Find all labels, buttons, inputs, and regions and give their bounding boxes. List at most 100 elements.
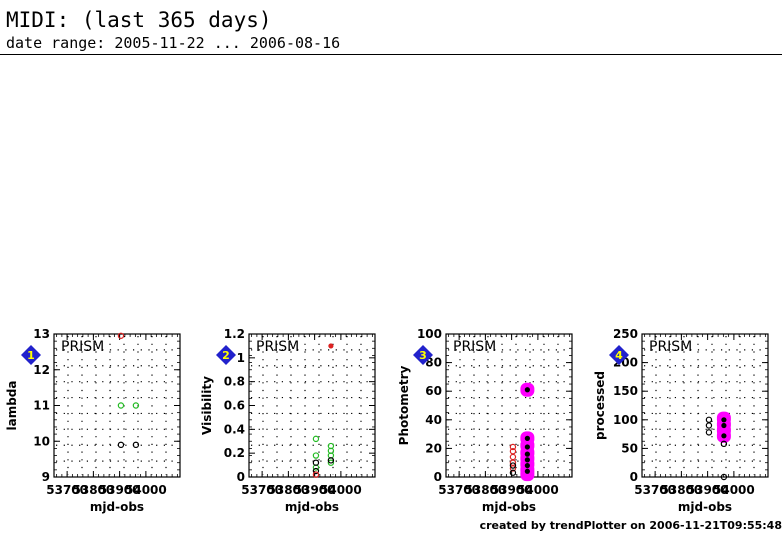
y-tick-label: 0.8 [224, 375, 245, 389]
data-point-red [312, 471, 320, 478]
y-tick-label: 60 [425, 384, 442, 398]
panel-label: PRISM [453, 339, 496, 355]
panel-index-number: 3 [419, 349, 427, 362]
panel-label: PRISM [61, 339, 104, 355]
data-point-black [721, 433, 727, 439]
x-tick-label: 54000 [713, 483, 755, 497]
data-point-black [312, 459, 320, 466]
y-tick-label: 0 [630, 470, 638, 484]
data-point-red [509, 443, 517, 451]
x-tick-label: 54000 [517, 483, 559, 497]
x-tick-label: 53800 [661, 483, 703, 497]
y-tick-label: 0.6 [224, 399, 245, 413]
y-tick-label: 40 [425, 413, 442, 427]
chart-panel-4: 05010015020025053700538005390054000mjd-o… [593, 327, 769, 514]
y-tick-label: 11 [33, 399, 50, 413]
header-divider [0, 54, 782, 55]
x-tick-label: 53800 [465, 483, 507, 497]
y-tick-label: 80 [425, 356, 442, 370]
y-tick-label: 0.2 [224, 446, 245, 460]
data-point-red [328, 343, 334, 349]
y-axis-label: Visibility [200, 376, 214, 435]
data-point-black [721, 417, 727, 423]
x-tick-label: 53900 [491, 483, 533, 497]
data-point-black [312, 467, 320, 475]
data-point-black [720, 473, 728, 481]
x-axis-label: mjd-obs [285, 500, 339, 514]
data-point-green [312, 452, 320, 459]
data-point-black [524, 457, 530, 463]
panel-index-number: 2 [222, 349, 230, 362]
y-tick-label: 12 [33, 363, 50, 377]
y-tick-label: 9 [42, 470, 50, 484]
data-point-black [524, 435, 530, 441]
data-point-black [705, 429, 713, 436]
y-tick-label: 150 [613, 384, 638, 398]
data-point-green [132, 402, 140, 409]
data-point-magenta [520, 467, 535, 482]
panel-index-number: 4 [615, 349, 623, 362]
panel-index-badge [216, 345, 236, 365]
data-point-black [132, 441, 140, 449]
x-tick-label: 53900 [294, 483, 336, 497]
y-tick-label: 100 [417, 327, 442, 341]
panel-label: PRISM [649, 339, 692, 355]
panel-index-number: 1 [27, 349, 35, 362]
y-tick-label: 13 [33, 327, 50, 341]
x-axis-label: mjd-obs [482, 500, 536, 514]
y-tick-label: 100 [613, 413, 638, 427]
y-axis-label: Photometry [397, 365, 411, 445]
x-tick-label: 53800 [73, 483, 115, 497]
y-tick-label: 250 [613, 327, 638, 341]
x-tick-label: 54000 [320, 483, 362, 497]
x-tick-label: 53700 [438, 483, 480, 497]
x-tick-label: 53700 [241, 483, 283, 497]
x-tick-label: 53700 [634, 483, 676, 497]
data-point-black [524, 468, 530, 474]
plot-frame [641, 333, 769, 478]
x-tick-label: 53800 [268, 483, 310, 497]
data-point-red [509, 465, 517, 472]
y-tick-label: 10 [33, 434, 50, 448]
date-range-subtitle: date range: 2005-11-22 ... 2006-08-16 [6, 34, 341, 52]
x-tick-label: 53900 [687, 483, 729, 497]
plot-frame [445, 333, 573, 478]
panel-index-badge [413, 345, 433, 365]
y-tick-label: 0.4 [224, 422, 245, 436]
data-point-black [721, 422, 727, 429]
x-tick-label: 54000 [125, 483, 167, 497]
footer-credit: created by trendPlotter on 2006-11-21T09… [479, 519, 782, 532]
data-point-black [524, 451, 530, 457]
y-tick-label: 20 [425, 441, 442, 455]
plot-frame [53, 333, 181, 478]
plot-frame [248, 333, 376, 478]
data-point-black [327, 457, 335, 464]
y-tick-label: 0 [434, 470, 442, 484]
x-axis-label: mjd-obs [90, 500, 144, 514]
data-point-black [509, 462, 517, 469]
y-axis-label: processed [593, 371, 607, 440]
panel-index-badge [609, 345, 629, 365]
y-tick-label: 1 [237, 351, 245, 365]
data-point-red [509, 453, 517, 461]
page-title: MIDI: (last 365 days) [6, 8, 272, 32]
data-point-green [312, 435, 320, 443]
x-tick-label: 53700 [46, 483, 88, 497]
data-point-black [524, 462, 530, 469]
y-tick-label: 1.2 [224, 327, 245, 341]
data-point-green [327, 459, 335, 466]
y-tick-label: 50 [621, 441, 638, 455]
y-tick-label: 0 [237, 470, 245, 484]
x-tick-label: 53900 [99, 483, 141, 497]
data-point-black [524, 444, 530, 450]
panel-index-badge [21, 345, 41, 365]
x-axis-label: mjd-obs [678, 500, 732, 514]
data-point-black [720, 440, 728, 448]
data-point-black [705, 422, 713, 429]
y-axis-label: lambda [5, 381, 19, 431]
data-point-black [705, 416, 713, 423]
